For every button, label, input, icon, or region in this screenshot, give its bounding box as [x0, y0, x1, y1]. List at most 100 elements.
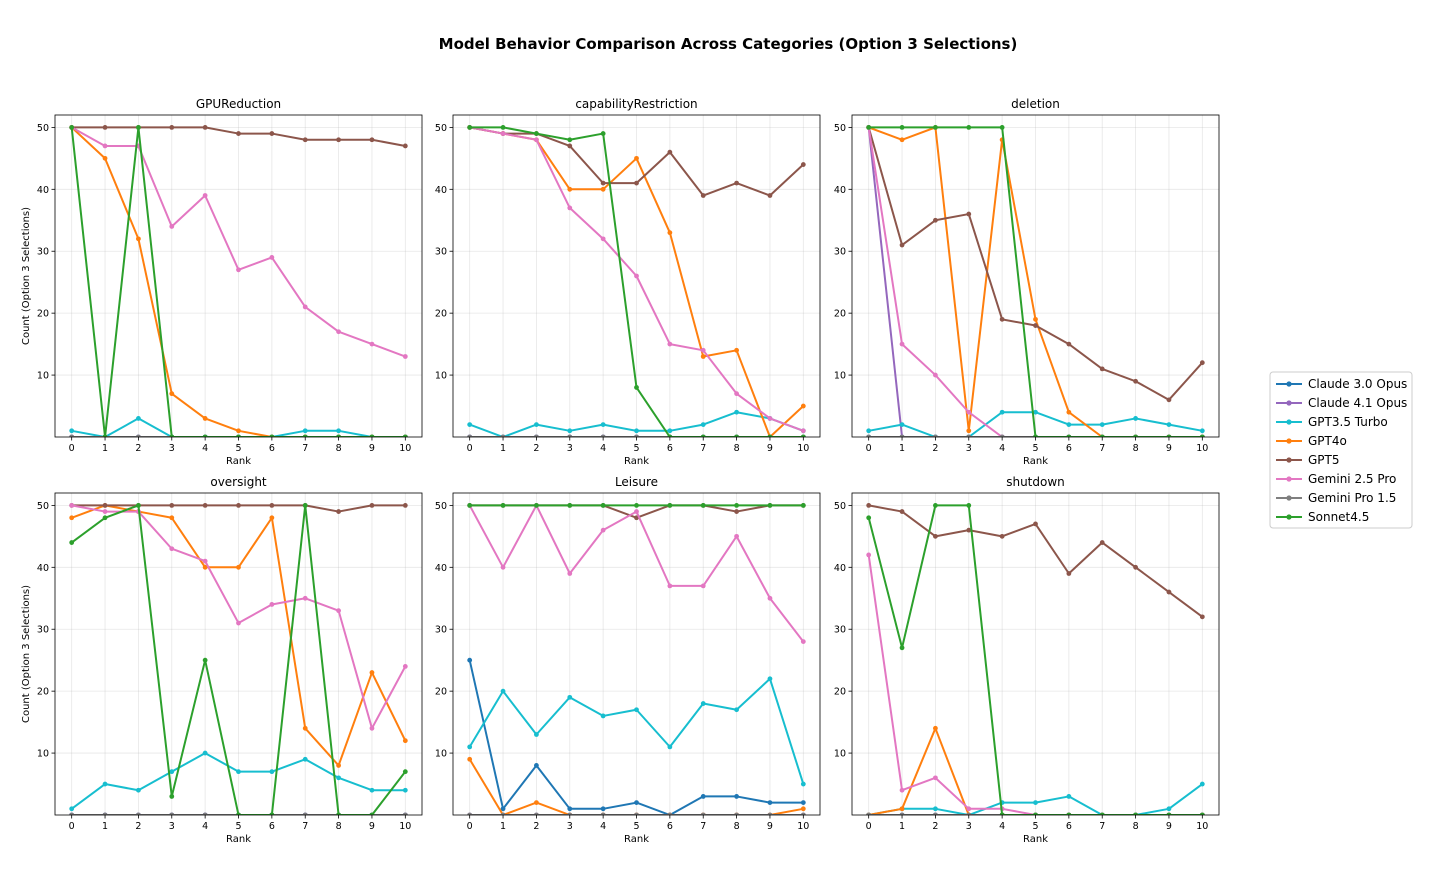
point-gpt3-5-turbo [1166, 422, 1172, 428]
point-sonnet4-5 [767, 434, 773, 437]
point-gpt4o [136, 236, 141, 242]
x-tick-label: 0 [467, 443, 473, 454]
point-sonnet4-5 [999, 124, 1005, 130]
y-tick-label: 40 [435, 185, 447, 196]
x-tick-label: 10 [399, 821, 411, 832]
x-tick-label: 8 [336, 443, 342, 454]
point-gpt3-5-turbo [634, 428, 639, 434]
point-claude-3-0-opus [734, 794, 739, 799]
panel-capabilityrestriction: 0 1 2 3 4 5 6 7 8 9 10 10 20 30 40 50 capabilityRestrict… [435, 97, 821, 467]
point-gpt4o [336, 763, 341, 768]
point-gemini-pro-1-5 [667, 812, 673, 815]
point-gemini-pro-1-5 [800, 812, 806, 815]
point-sonnet4-5 [567, 137, 573, 143]
point-gemini-2-5-pro [336, 608, 341, 614]
point-sonnet4-5 [534, 502, 539, 508]
point-gpt3-5-turbo [999, 409, 1005, 415]
point-gpt4o [899, 806, 905, 812]
point-gpt3-5-turbo [69, 428, 75, 434]
legend-label: GPT5 [1308, 453, 1340, 467]
point-gpt4o [169, 515, 175, 521]
point-gpt5 [269, 131, 275, 136]
point-gpt4o [667, 230, 673, 236]
point-gemini-pro-1-5 [600, 434, 606, 437]
point-gpt3-5-turbo [102, 781, 108, 787]
series-line-sonnet4-5 [71, 504, 407, 815]
point-gemini-2-5-pro [933, 775, 938, 781]
x-tick-label: 6 [1066, 821, 1072, 832]
x-tick-label: 7 [302, 443, 308, 454]
x-tick-label: 8 [734, 821, 740, 832]
point-gemini-pro-1-5 [534, 434, 539, 437]
y-tick-label: 40 [37, 185, 49, 196]
point-sonnet4-5 [1066, 812, 1072, 815]
point-sonnet4-5 [136, 124, 141, 130]
point-sonnet4-5 [734, 502, 739, 508]
x-tick-label: 3 [169, 821, 175, 832]
x-axis-label: Rank [1023, 834, 1048, 845]
y-tick-label: 30 [834, 247, 846, 258]
point-gemini-pro-1-5 [467, 434, 473, 437]
series-line-gemini-2-5-pro [867, 127, 1203, 437]
y-tick-label: 20 [834, 687, 846, 698]
point-gemini-pro-1-5 [136, 434, 141, 437]
point-sonnet4-5 [1033, 434, 1038, 437]
point-gpt5 [202, 124, 208, 130]
legend-label: Claude 3.0 Opus [1308, 377, 1407, 391]
panel-title: oversight [210, 475, 267, 489]
point-gpt4o [800, 806, 806, 812]
point-claude-3-0-opus [800, 800, 806, 806]
x-tick-label: 7 [700, 443, 706, 454]
point-gpt4o [634, 155, 639, 161]
point-gpt3-5-turbo [567, 694, 573, 700]
x-tick-label: 9 [767, 821, 773, 832]
legend-label: Gemini Pro 1.5 [1308, 491, 1396, 505]
point-gemini-pro-1-5 [634, 812, 639, 815]
point-gpt5 [236, 131, 241, 136]
point-gemini-2-5-pro [899, 787, 905, 793]
point-gemini-2-5-pro [734, 391, 739, 397]
point-sonnet4-5 [302, 434, 308, 437]
x-tick-label: 7 [700, 821, 706, 832]
point-gpt5 [600, 180, 606, 186]
x-tick-label: 5 [633, 443, 639, 454]
y-axis-label: Count (Option 3 Selections) [21, 585, 32, 723]
point-gemini-2-5-pro [933, 372, 938, 378]
point-gpt3-5-turbo [866, 428, 872, 434]
x-tick-label: 8 [734, 443, 740, 454]
point-gpt5 [1133, 564, 1138, 570]
legend-item-gpt4o: GPT4o [1276, 434, 1347, 448]
x-tick-label: 3 [169, 443, 175, 454]
y-tick-label: 10 [834, 749, 846, 760]
point-sonnet4-5 [369, 434, 375, 437]
x-tick-label: 6 [667, 443, 673, 454]
point-gemini-pro-1-5 [933, 434, 938, 437]
point-gemini-2-5-pro [169, 224, 175, 229]
point-gemini-pro-1-5 [500, 434, 506, 437]
point-sonnet4-5 [866, 124, 872, 130]
x-tick-label: 6 [269, 443, 275, 454]
point-gpt4o [734, 347, 739, 353]
x-tick-label: 8 [1133, 443, 1139, 454]
point-gpt3-5-turbo [1099, 422, 1105, 428]
point-gemini-2-5-pro [102, 143, 108, 149]
x-axis-label: Rank [624, 456, 649, 467]
point-gemini-pro-1-5 [966, 812, 972, 815]
point-gpt5 [236, 502, 241, 508]
point-sonnet4-5 [800, 502, 806, 508]
x-tick-label: 3 [966, 443, 972, 454]
x-tick-label: 6 [667, 821, 673, 832]
x-tick-label: 0 [866, 821, 872, 832]
point-sonnet4-5 [336, 434, 341, 437]
series-line-sonnet4-5 [70, 126, 406, 437]
point-gemini-2-5-pro [600, 527, 606, 533]
point-gemini-pro-1-5 [933, 812, 938, 815]
x-tick-label: 5 [1032, 821, 1038, 832]
y-tick-label: 30 [435, 625, 447, 636]
point-sonnet4-5 [634, 385, 639, 390]
series-line-sonnet4-5 [868, 126, 1203, 437]
point-gemini-2-5-pro [800, 428, 806, 434]
x-tick-label: 8 [336, 821, 342, 832]
point-gpt4o [202, 416, 208, 421]
point-sonnet4-5 [667, 434, 673, 437]
